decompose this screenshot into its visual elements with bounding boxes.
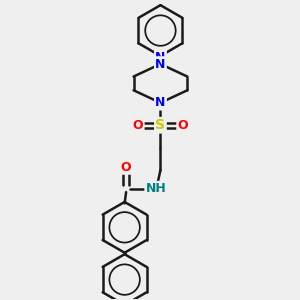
Text: O: O (121, 160, 131, 173)
Text: O: O (133, 119, 143, 132)
Text: S: S (155, 118, 166, 132)
Text: N: N (155, 58, 166, 70)
Text: N: N (155, 51, 166, 64)
Text: N: N (155, 96, 166, 109)
Text: O: O (178, 119, 188, 132)
Text: NH: NH (146, 182, 166, 195)
